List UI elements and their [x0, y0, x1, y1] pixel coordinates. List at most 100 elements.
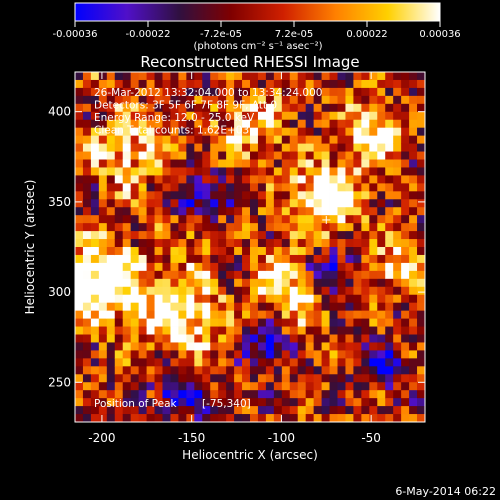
heatmap-pixel	[114, 254, 124, 264]
heatmap-pixel	[178, 342, 187, 351]
heatmap-pixel	[377, 270, 386, 280]
heatmap-pixel	[170, 175, 179, 184]
heatmap-pixel	[345, 382, 354, 391]
heatmap-pixel	[250, 278, 259, 288]
heatmap-pixel	[178, 215, 187, 224]
heatmap-pixel	[242, 191, 251, 200]
heatmap-pixel	[377, 143, 386, 152]
heatmap-pixel	[186, 342, 195, 351]
heatmap-pixel	[210, 247, 219, 256]
heatmap-pixel	[162, 294, 171, 304]
heatmap-pixel	[257, 358, 267, 367]
heatmap-pixel	[297, 87, 307, 97]
heatmap-pixel	[162, 366, 171, 375]
heatmap-pixel	[106, 191, 116, 200]
heatmap-pixel	[130, 151, 140, 160]
heatmap-pixel	[202, 111, 211, 121]
heatmap-pixel	[321, 135, 330, 144]
heatmap-pixel	[393, 278, 402, 288]
heatmap-pixel	[146, 374, 155, 383]
heatmap-pixel	[114, 103, 124, 113]
heatmap-pixel	[202, 103, 211, 113]
heatmap-pixel	[401, 79, 410, 89]
heatmap-pixel	[393, 135, 402, 144]
heatmap-pixel	[313, 294, 322, 304]
heatmap-pixel	[178, 207, 187, 216]
heatmap-pixel	[297, 270, 307, 280]
heatmap-pixel	[178, 270, 187, 280]
heatmap-pixel	[257, 175, 267, 184]
heatmap-pixel	[281, 119, 291, 129]
heatmap-pixel	[98, 374, 108, 383]
heatmap-pixel	[329, 278, 338, 288]
heatmap-pixel	[265, 358, 275, 367]
heatmap-pixel	[250, 318, 259, 327]
heatmap-pixel	[218, 231, 227, 240]
heatmap-pixel	[345, 231, 354, 240]
heatmap-pixel	[82, 79, 92, 89]
heatmap-pixel	[90, 278, 100, 288]
heatmap-pixel	[250, 247, 259, 256]
heatmap-pixel	[218, 87, 227, 97]
heatmap-pixel	[417, 302, 426, 312]
heatmap-pixel	[146, 302, 155, 312]
heatmap-pixel	[170, 95, 179, 105]
heatmap-pixel	[321, 79, 330, 89]
heatmap-pixel	[170, 167, 179, 176]
heatmap-pixel	[186, 310, 195, 319]
heatmap-pixel	[234, 382, 243, 391]
heatmap-pixel	[273, 167, 283, 176]
heatmap-pixel	[265, 262, 275, 272]
heatmap-pixel	[393, 390, 402, 399]
heatmap-pixel	[98, 302, 108, 312]
heatmap-pixel	[321, 294, 330, 304]
heatmap-pixel	[257, 294, 267, 304]
heatmap-pixel	[210, 366, 219, 375]
heatmap-pixel	[122, 143, 132, 152]
heatmap-pixel	[305, 79, 315, 89]
heatmap-pixel	[289, 390, 299, 399]
heatmap-pixel	[114, 350, 124, 359]
heatmap-pixel	[210, 175, 219, 184]
heatmap-pixel	[218, 350, 227, 359]
heatmap-pixel	[329, 215, 338, 224]
heatmap-pixel	[273, 151, 283, 160]
heatmap-pixel	[409, 191, 418, 200]
heatmap-pixel	[242, 294, 251, 304]
heatmap-pixel	[377, 119, 386, 129]
heatmap-pixel	[82, 350, 92, 359]
heatmap-pixel	[226, 159, 235, 168]
heatmap-pixel	[170, 270, 179, 280]
heatmap-pixel	[361, 175, 370, 184]
heatmap-pixel	[361, 398, 370, 407]
heatmap-pixel	[106, 72, 116, 81]
heatmap-pixel	[90, 151, 100, 160]
heatmap-pixel	[114, 199, 124, 208]
heatmap-pixel	[122, 127, 132, 137]
heatmap-pixel	[162, 143, 171, 152]
heatmap-pixel	[154, 342, 163, 351]
heatmap-pixel	[369, 270, 378, 280]
heatmap-pixel	[82, 95, 92, 105]
heatmap-pixel	[138, 406, 147, 415]
heatmap-pixel	[353, 143, 362, 152]
heatmap-pixel	[321, 111, 330, 121]
heatmap-pixel	[122, 79, 132, 89]
heatmap-pixel	[114, 382, 124, 391]
heatmap-pixel	[170, 207, 179, 216]
heatmap-pixel	[265, 207, 275, 216]
heatmap-pixel	[75, 270, 84, 280]
heatmap-pixel	[162, 207, 171, 216]
heatmap-pixel	[202, 398, 211, 407]
heatmap-pixel	[138, 175, 147, 184]
heatmap-pixel	[154, 326, 163, 335]
heatmap-pixel	[417, 143, 426, 152]
heatmap-pixel	[234, 350, 243, 359]
heatmap-pixel	[234, 294, 243, 304]
heatmap-pixel	[210, 294, 219, 304]
heatmap-pixel	[194, 191, 203, 200]
heatmap-pixel	[345, 310, 354, 319]
heatmap-pixel	[409, 199, 418, 208]
heatmap-pixel	[250, 111, 259, 121]
heatmap-pixel	[202, 342, 211, 351]
